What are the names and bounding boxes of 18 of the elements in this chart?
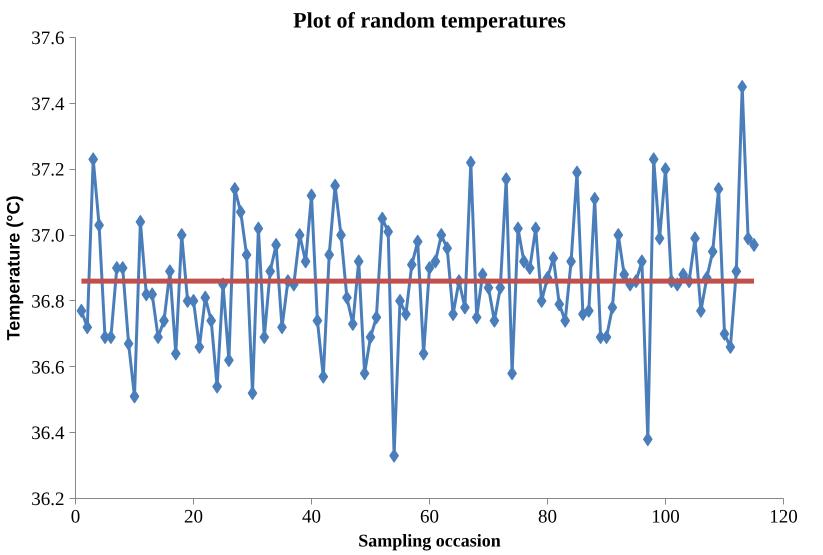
y-tick-label: 36.2 xyxy=(31,489,64,510)
x-tick-label: 40 xyxy=(302,506,321,528)
y-tick-label: 37.0 xyxy=(31,226,64,247)
y-tick-label: 36.4 xyxy=(31,423,65,444)
y-tick-label: 37.2 xyxy=(31,160,64,181)
y-tick-label: 37.6 xyxy=(31,28,64,49)
x-axis-title: Sampling occasion xyxy=(358,530,501,550)
chart-title: Plot of random temperatures xyxy=(293,8,566,32)
x-tick-label: 60 xyxy=(420,506,439,528)
x-tick-label: 100 xyxy=(651,506,680,528)
x-tick-label: 0 xyxy=(70,506,80,528)
x-tick-label: 20 xyxy=(184,506,203,528)
x-tick-label: 80 xyxy=(538,506,557,528)
y-tick-label: 36.8 xyxy=(31,291,64,312)
x-tick-label: 120 xyxy=(769,506,798,528)
y-tick-label: 36.6 xyxy=(31,357,64,378)
y-axis-title: Temperature (°C) xyxy=(3,196,24,340)
y-tick-label: 37.4 xyxy=(31,94,65,115)
